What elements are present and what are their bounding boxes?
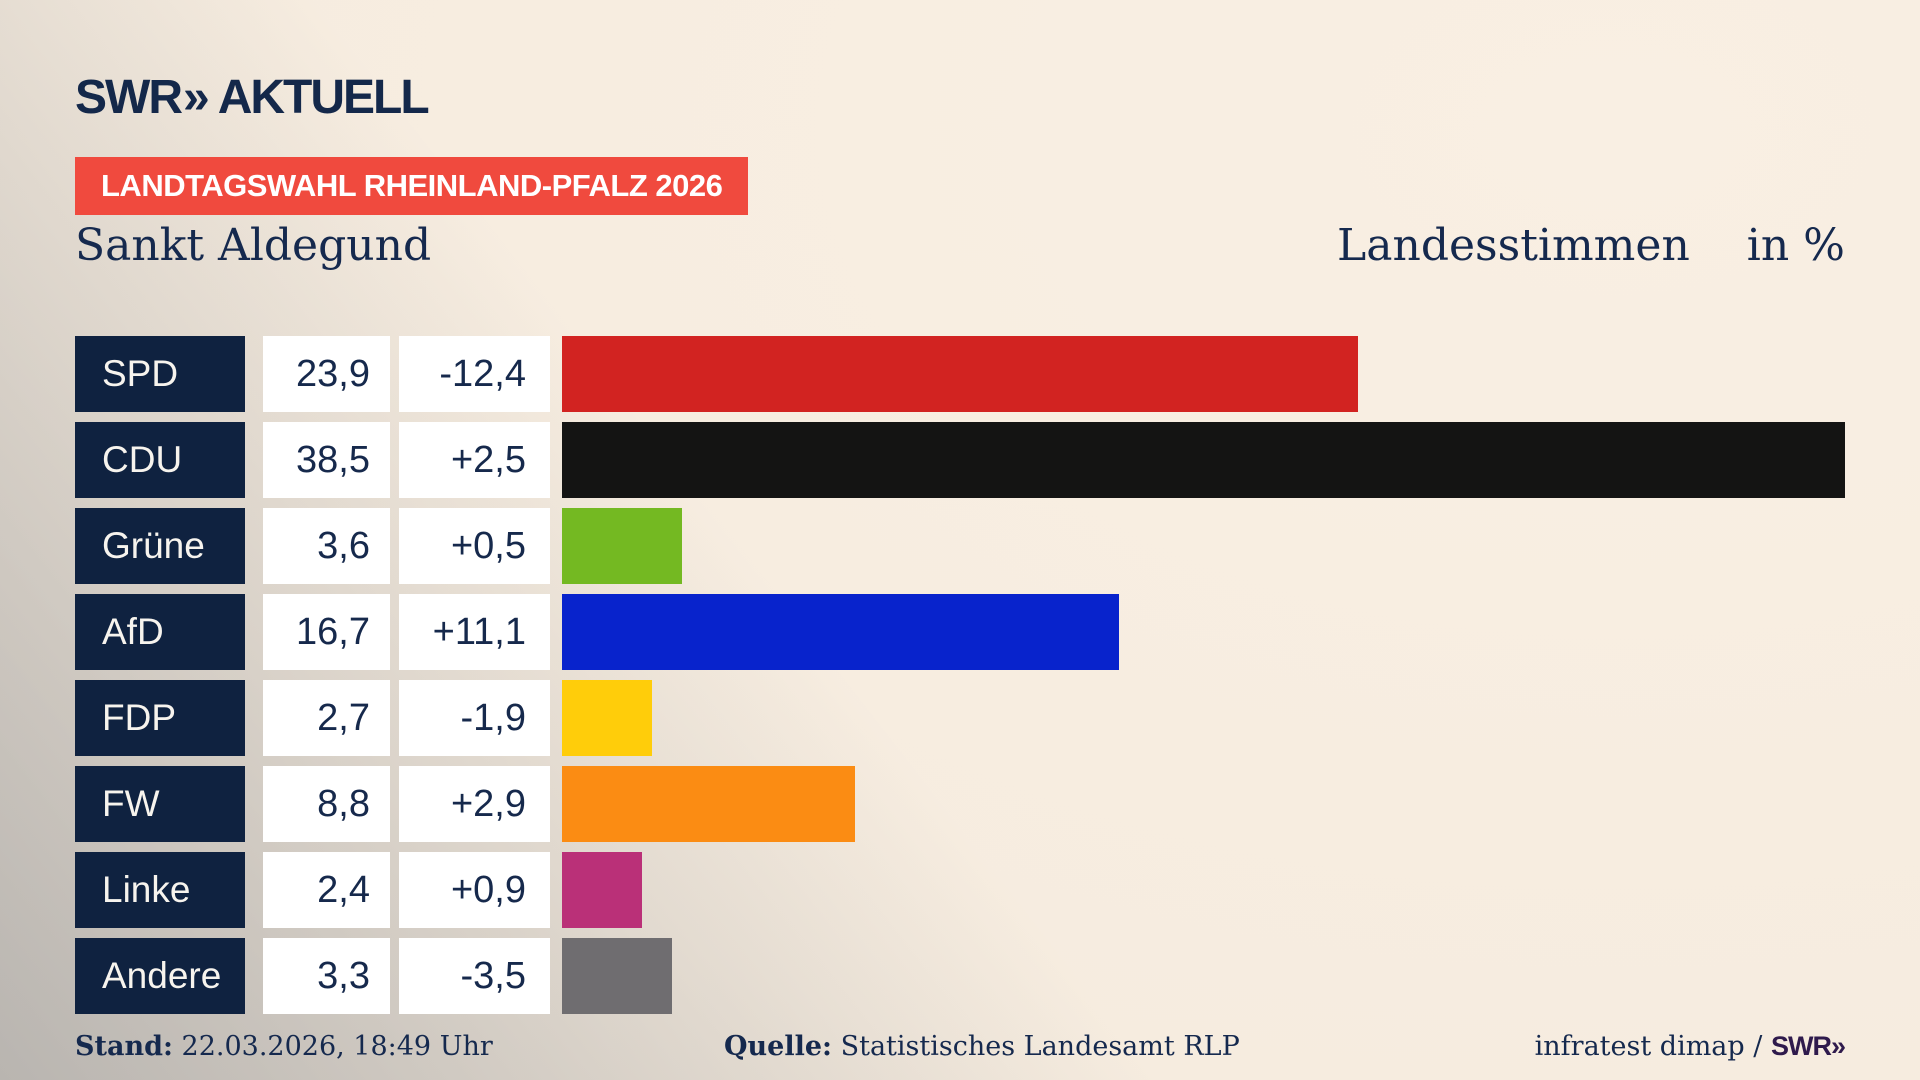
- unit-label: in %: [1746, 220, 1845, 271]
- result-bar: [562, 852, 642, 928]
- party-value: 8,8: [263, 766, 390, 842]
- table-row: AfD 16,7 +11,1: [75, 594, 1845, 670]
- result-bar: [562, 594, 1119, 670]
- vote-type-title: Landesstimmen in %: [1337, 220, 1845, 272]
- party-label: FDP: [75, 680, 245, 756]
- party-value: 2,7: [263, 680, 390, 756]
- stand-timestamp: Stand: 22.03.2026, 18:49 Uhr: [75, 1031, 493, 1062]
- party-label: FW: [75, 766, 245, 842]
- logo-chevron-icon: »: [182, 71, 210, 124]
- table-row: FDP 2,7 -1,9: [75, 680, 1845, 756]
- party-value: 3,6: [263, 508, 390, 584]
- party-label: SPD: [75, 336, 245, 412]
- party-change: +0,9: [399, 852, 550, 928]
- bar-track: [562, 336, 1845, 412]
- party-value: 38,5: [263, 422, 390, 498]
- bar-track: [562, 938, 1845, 1014]
- table-row: CDU 38,5 +2,5: [75, 422, 1845, 498]
- logo-swr-text: SWR: [75, 71, 183, 124]
- credit-swr-logo: SWR»: [1770, 1031, 1846, 1061]
- bar-track: [562, 766, 1845, 842]
- municipality-title: Sankt Aldegund: [75, 220, 432, 271]
- party-value: 23,9: [263, 336, 390, 412]
- swr-aktuell-logo: SWR» AKTUELL: [75, 71, 430, 124]
- footer: Stand: 22.03.2026, 18:49 Uhr Quelle: Sta…: [75, 1031, 1846, 1071]
- party-change: +2,9: [399, 766, 550, 842]
- credit-text: infratest dimap /: [1534, 1031, 1763, 1062]
- table-row: Linke 2,4 +0,9: [75, 852, 1845, 928]
- party-label: CDU: [75, 422, 245, 498]
- bar-track: [562, 680, 1845, 756]
- source-label: Quelle:: [724, 1031, 832, 1062]
- banner-label: LANDTAGSWAHL RHEINLAND-PFALZ 2026: [101, 168, 723, 203]
- party-change: -3,5: [399, 938, 550, 1014]
- party-change: -12,4: [399, 336, 550, 412]
- result-bar: [562, 766, 856, 842]
- result-bar: [562, 508, 682, 584]
- table-row: Grüne 3,6 +0,5: [75, 508, 1845, 584]
- election-banner: LANDTAGSWAHL RHEINLAND-PFALZ 2026: [75, 157, 749, 215]
- result-bar: [562, 336, 1359, 412]
- table-row: FW 8,8 +2,9: [75, 766, 1845, 842]
- party-value: 2,4: [263, 852, 390, 928]
- credit-chevron-icon: »: [1830, 1031, 1846, 1061]
- credit-note: infratest dimap / SWR»: [1534, 1031, 1846, 1062]
- party-value: 16,7: [263, 594, 390, 670]
- party-change: -1,9: [399, 680, 550, 756]
- bar-track: [562, 422, 1845, 498]
- table-row: SPD 23,9 -12,4: [75, 336, 1845, 412]
- stand-label: Stand:: [75, 1031, 173, 1062]
- logo-aktuell-text: AKTUELL: [217, 71, 430, 124]
- party-label: Linke: [75, 852, 245, 928]
- source-value: Statistisches Landesamt RLP: [840, 1031, 1240, 1062]
- source-note: Quelle: Statistisches Landesamt RLP: [724, 1031, 1240, 1062]
- table-row: Andere 3,3 -3,5: [75, 938, 1845, 1014]
- party-label: Andere: [75, 938, 245, 1014]
- vote-type-label: Landesstimmen: [1337, 220, 1690, 271]
- result-bar: [562, 680, 652, 756]
- result-bar: [562, 422, 1845, 498]
- party-value: 3,3: [263, 938, 390, 1014]
- party-label: Grüne: [75, 508, 245, 584]
- result-bar: [562, 938, 672, 1014]
- stand-value: 22.03.2026, 18:49 Uhr: [181, 1031, 493, 1062]
- party-change: +0,5: [399, 508, 550, 584]
- party-change: +11,1: [399, 594, 550, 670]
- bar-track: [562, 594, 1845, 670]
- bar-track: [562, 508, 1845, 584]
- results-table: SPD 23,9 -12,4 CDU 38,5 +2,5 Grüne 3,6 +0,5 AfD 16…: [75, 336, 1845, 1024]
- party-change: +2,5: [399, 422, 550, 498]
- party-label: AfD: [75, 594, 245, 670]
- bar-track: [562, 852, 1845, 928]
